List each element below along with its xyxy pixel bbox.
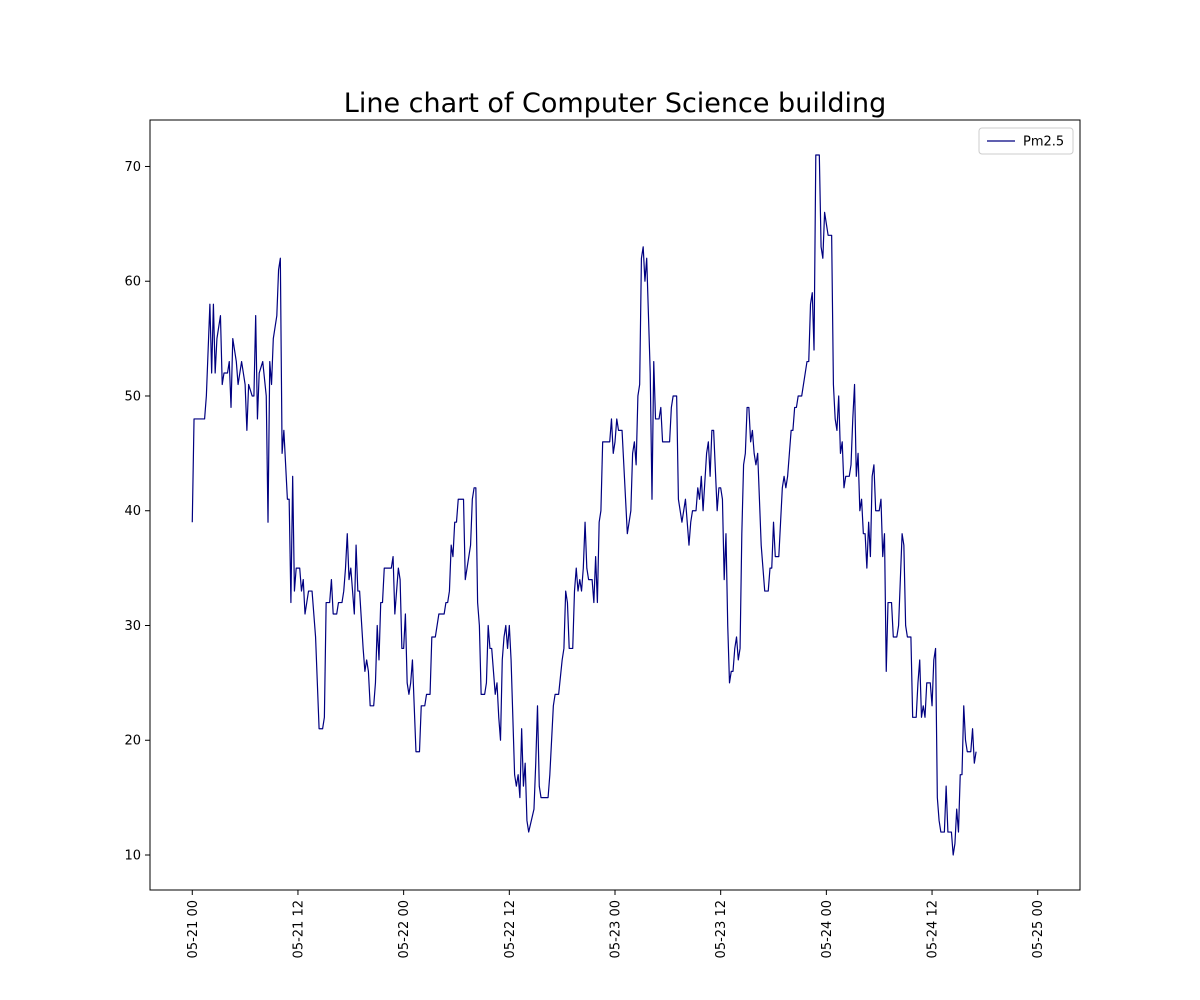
x-tick-label: 05-21 12 [291,900,306,958]
x-tick-label: 05-24 00 [820,900,835,958]
x-tick-label: 05-23 12 [714,900,729,958]
x-tick-label: 05-23 00 [609,900,624,958]
y-axis: 10 20 30 40 50 60 70 [124,160,150,864]
x-tick-label: 05-24 12 [926,900,941,958]
y-tick-label: 50 [124,389,141,404]
x-axis: 05-21 00 05-21 12 05-22 00 05-22 12 05-23 00… [186,890,1046,958]
series-line-pm25 [191,154,977,856]
chart-title: Line chart of Computer Science building [344,88,886,119]
y-tick-label: 10 [124,849,141,864]
legend-label-pm25: Pm2.5 [1023,135,1064,150]
x-tick-label: 05-22 12 [503,900,518,958]
x-tick-label: 05-21 00 [186,900,201,958]
y-tick-label: 60 [124,275,141,290]
y-tick-label: 20 [124,734,141,749]
y-tick-label: 70 [124,160,141,175]
y-tick-label: 30 [124,619,141,634]
x-tick-label: 05-25 00 [1031,900,1046,958]
legend: Pm2.5 [978,127,1074,155]
plot-area: 05-21 00 05-21 12 05-22 00 05-22 12 05-23 00… [124,119,1081,958]
legend-box [978,127,1074,155]
x-tick-label: 05-22 00 [397,900,412,958]
y-tick-label: 40 [124,504,141,519]
